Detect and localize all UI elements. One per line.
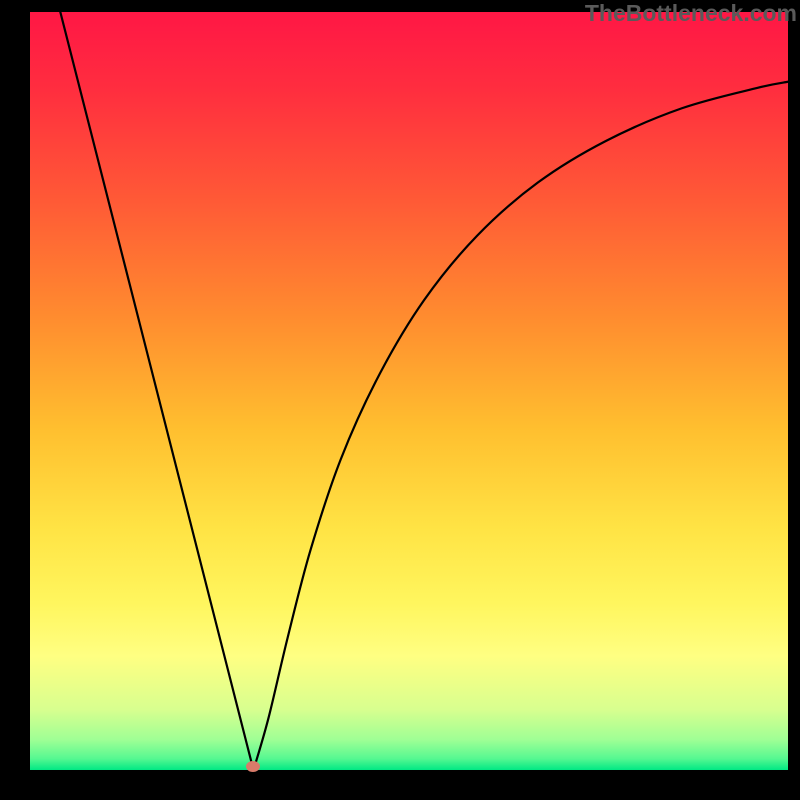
watermark-text: TheBottleneck.com (585, 0, 797, 27)
curve-svg (30, 12, 788, 770)
curve-right-segment (255, 82, 788, 765)
minimum-marker (246, 761, 260, 772)
curve-left-segment (60, 12, 252, 765)
chart-container: TheBottleneck.com (0, 0, 800, 800)
plot-area (30, 12, 788, 770)
